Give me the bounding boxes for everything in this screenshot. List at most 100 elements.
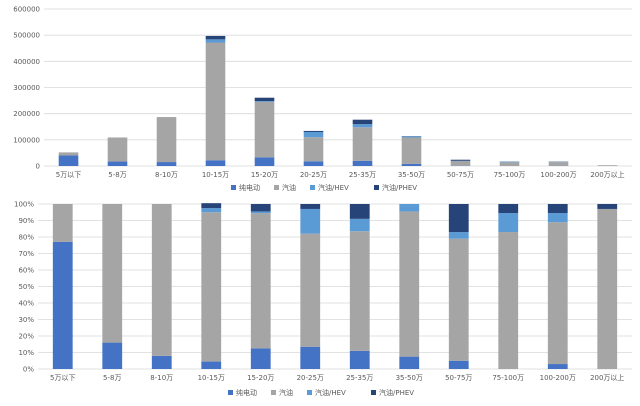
bar-segment	[499, 161, 520, 163]
share-chart-legend: 纯电动 汽油 汽油/HEV 汽油/PHEV	[228, 388, 414, 397]
bar-segment	[303, 161, 324, 166]
bar-segment	[58, 152, 79, 156]
y-tick-label: 10%	[18, 349, 34, 357]
legend-label: 汽油	[282, 183, 296, 192]
x-tick-label: 8-10万	[150, 374, 173, 382]
bar-segment	[250, 348, 271, 369]
bar-segment	[547, 204, 568, 214]
bar-segment	[547, 222, 568, 365]
bar-segment	[201, 203, 222, 209]
bar-segment	[401, 136, 422, 138]
x-tick-label: 20-25万	[300, 171, 327, 179]
y-tick-label: 0	[36, 163, 40, 171]
x-tick-label: 20-25万	[297, 374, 324, 382]
bar-segment	[58, 155, 79, 166]
bar-segment	[399, 204, 420, 212]
bar-segment	[102, 342, 123, 369]
bar-segment	[201, 212, 222, 362]
bar-segment	[254, 101, 275, 158]
absolute-chart-legend: 纯电动 汽油 汽油/HEV 汽油/PHEV	[231, 183, 417, 192]
bar-segment	[151, 355, 172, 369]
legend-label: 汽油/PHEV	[379, 388, 414, 397]
absolute-sales-chart: 0 100000 200000 300000 400000 500000 600000 5万以…	[13, 6, 632, 179]
legend-swatch	[271, 390, 276, 395]
y-tick-label: 0%	[23, 366, 34, 374]
x-tick-label: 5-8万	[108, 171, 126, 179]
bar-segment	[349, 350, 370, 369]
bar-segment	[201, 208, 222, 213]
bar-segment	[498, 232, 519, 369]
bar-segment	[352, 119, 373, 125]
legend-label: 汽油/HEV	[318, 183, 349, 192]
bar-segment	[597, 208, 618, 369]
legend-label: 汽油	[279, 388, 293, 397]
legend-swatch	[374, 185, 379, 190]
bar-segment	[448, 232, 469, 239]
y-tick-label: 40%	[18, 300, 34, 308]
x-tick-label: 15-20万	[247, 374, 274, 382]
bar-segment	[107, 161, 128, 166]
x-tick-label: 5万以下	[50, 374, 75, 382]
legend-label: 汽油/PHEV	[382, 183, 417, 192]
x-tick-label: 50-75万	[447, 171, 474, 179]
y-tick-label: 400000	[13, 58, 40, 66]
bar-segment	[352, 127, 373, 161]
legend-swatch	[307, 390, 312, 395]
legend-label: 纯电动	[236, 388, 257, 397]
bar-segment	[205, 35, 226, 40]
x-tick-label: 35-50万	[398, 171, 425, 179]
bar-segment	[450, 159, 471, 161]
bar-segment	[349, 204, 370, 219]
y-tick-label: 30%	[18, 316, 34, 324]
bar-segment	[448, 238, 469, 361]
bar-segment	[303, 131, 324, 138]
bar-segment	[156, 117, 177, 163]
bar-segment	[52, 241, 73, 369]
x-tick-label: 75-100万	[492, 374, 524, 382]
bar-segment	[349, 231, 370, 351]
legend-swatch	[371, 390, 376, 395]
x-tick-label: 5万以下	[56, 171, 81, 179]
legend-label: 纯电动	[239, 183, 260, 192]
x-tick-label: 200万以上	[590, 373, 624, 382]
x-tick-label: 200万以上	[590, 170, 624, 179]
bar-segment	[254, 101, 275, 102]
bar-segment	[303, 130, 324, 132]
legend-swatch	[228, 390, 233, 395]
bar-segment	[201, 361, 222, 369]
bar-segment	[303, 137, 324, 162]
bar-segment	[401, 137, 422, 164]
bar-segment	[352, 124, 373, 128]
bar-segment	[205, 39, 226, 43]
bar-segment	[300, 204, 321, 209]
bar-segment	[151, 204, 172, 356]
x-tick-label: 25-35万	[349, 171, 376, 179]
x-tick-label: 75-100万	[494, 171, 526, 179]
bar-segment	[399, 356, 420, 369]
bar-segment	[102, 204, 123, 343]
y-tick-label: 60%	[18, 267, 34, 275]
y-tick-label: 600000	[13, 6, 40, 14]
bar-segment	[547, 364, 568, 369]
bar-segment	[498, 204, 519, 214]
bar-segment	[548, 162, 569, 166]
y-tick-label: 100%	[14, 201, 34, 209]
x-tick-label: 100-200万	[540, 374, 576, 382]
y-tick-label: 50%	[18, 283, 34, 291]
bar-segment	[205, 160, 226, 166]
bar-segment	[205, 42, 226, 161]
x-tick-label: 5-8万	[103, 374, 121, 382]
bar-segment	[450, 161, 471, 166]
x-tick-label: 8-10万	[155, 171, 178, 179]
x-tick-label: 50-75万	[445, 374, 472, 382]
y-tick-label: 300000	[13, 84, 40, 92]
bar-segment	[250, 204, 271, 212]
y-tick-label: 500000	[13, 32, 40, 40]
x-tick-label: 10-15万	[202, 171, 229, 179]
y-tick-label: 70%	[18, 250, 34, 258]
legend-swatch	[310, 185, 315, 190]
bar-segment	[401, 163, 422, 166]
x-tick-label: 10-15万	[198, 374, 225, 382]
x-tick-label: 100-200万	[540, 171, 576, 179]
